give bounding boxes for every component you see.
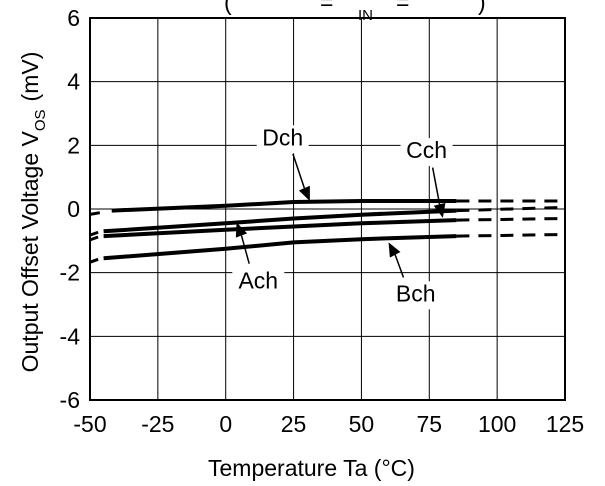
x-axis-title: Temperature Ta (°C)	[208, 455, 415, 481]
callout-dch-bg	[256, 125, 309, 154]
series-cch-lead-in	[89, 230, 99, 237]
callout-cch-label: Cch	[406, 137, 447, 163]
x-tick-label: -25	[141, 411, 174, 437]
y-axis-title-main: Output Offset Voltage V	[17, 130, 43, 372]
title-fragment-b: =	[320, 0, 333, 15]
x-tick-label: -50	[73, 411, 106, 437]
plot-frame	[89, 17, 566, 401]
title-fragment-a: (	[224, 0, 232, 15]
y-tick-label: 6	[67, 5, 80, 31]
series-ach-dashed-line	[456, 217, 566, 222]
x-axis-title-main: Temperature Ta (	[208, 455, 382, 481]
callout-bch-bg	[389, 281, 442, 310]
title-subscript: IN	[358, 7, 373, 24]
title-fragment-c: =	[396, 0, 409, 15]
y-tick-label: 0	[67, 196, 80, 222]
series-cch-dashed-line	[456, 205, 566, 213]
x-tick-label: 125	[546, 411, 584, 437]
y-tick-label: -4	[60, 323, 81, 349]
series-ach-line	[103, 218, 457, 239]
callout-cch-bg	[400, 138, 453, 167]
series-ach-lead-in	[89, 235, 99, 242]
series-bch-dashed-line	[456, 233, 566, 238]
y-tick-label: 2	[67, 132, 80, 158]
y-tick-labels: -6 -4 -2 0 2 4 6	[60, 5, 81, 413]
series-dch-lead-in	[89, 210, 107, 216]
series-bch-line	[103, 234, 457, 261]
x-axis-title-unit: °C)	[381, 455, 414, 481]
annotation-layer: Dch Cch Ach Bch	[232, 124, 453, 310]
callout-bch-label: Bch	[396, 280, 436, 306]
y-tick-label: -2	[60, 260, 80, 286]
callout-ach-arrowhead	[235, 222, 248, 238]
grid	[90, 18, 565, 400]
callout-dch-label: Dch	[262, 124, 303, 150]
x-tick-label: 75	[416, 411, 442, 437]
callout-cch-arrowhead	[433, 202, 446, 218]
series-bch-lead-in	[89, 257, 99, 264]
x-tick-labels: -50 -25 0 25 50 75 100 125	[73, 411, 584, 437]
y-axis-title-unit: (mV)	[17, 52, 43, 102]
series-cch-line	[103, 208, 457, 234]
series-layer	[89, 199, 566, 264]
y-tick-label: 4	[67, 69, 80, 95]
callout-dch-arrow	[292, 153, 306, 189]
y-tick-label: -6	[60, 387, 80, 413]
x-tick-label: 25	[281, 411, 307, 437]
y-axis-title: Output Offset Voltage VOS (mV)	[17, 52, 49, 373]
x-tick-label: 0	[219, 411, 232, 437]
callout-ach-arrow	[240, 235, 250, 264]
x-tick-label: 50	[349, 411, 375, 437]
callout-dch-arrowhead	[298, 185, 310, 202]
callout-ach-bg	[232, 268, 285, 297]
callout-cch-arrow	[431, 167, 441, 205]
title-fragment-d: )	[478, 0, 486, 15]
svg-text:Output Offset Voltage VOS(mV): Output Offset Voltage VOS (mV)	[17, 52, 49, 373]
series-dch-line	[111, 199, 457, 213]
callout-bch-arrowhead	[388, 242, 401, 258]
x-tick-label: 100	[478, 411, 516, 437]
callout-ach-label: Ach	[238, 268, 278, 294]
y-axis-title-sub: OS	[32, 109, 49, 131]
chart-title: ( = IN = )	[224, 0, 486, 24]
callout-bch-arrow	[394, 254, 405, 278]
